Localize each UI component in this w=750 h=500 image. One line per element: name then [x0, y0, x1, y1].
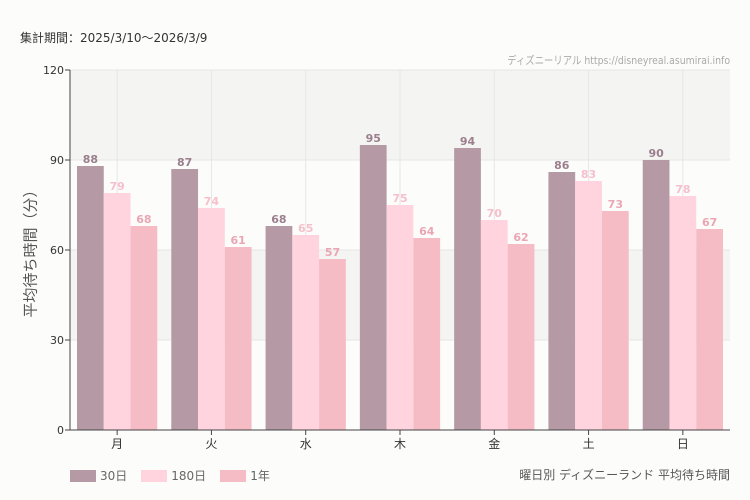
bar-1年 — [130, 226, 158, 430]
legend-item[interactable]: 180日 — [141, 467, 206, 484]
x-tick-label: 火 — [205, 437, 217, 451]
x-tick-label: 日 — [677, 437, 689, 451]
data-label: 70 — [487, 207, 503, 220]
data-label: 83 — [581, 168, 596, 181]
y-tick-label: 60 — [50, 244, 64, 257]
data-label: 74 — [204, 195, 220, 208]
bar-1年 — [224, 247, 252, 430]
data-label: 88 — [83, 153, 98, 166]
y-tick-label: 0 — [57, 424, 64, 437]
data-label: 73 — [608, 198, 623, 211]
data-label: 90 — [648, 147, 664, 160]
data-label: 94 — [460, 135, 476, 148]
bar-30日 — [265, 226, 293, 430]
legend-swatch — [141, 469, 168, 482]
bar-180日 — [103, 193, 131, 430]
x-tick-label: 月 — [111, 437, 123, 451]
data-label: 65 — [298, 222, 313, 235]
bar-180日 — [669, 196, 697, 430]
chart-title: 曜日別 ディズニーランド 平均待ち時間 — [519, 468, 730, 482]
data-label: 78 — [675, 183, 690, 196]
bar-180日 — [292, 235, 320, 430]
bar-30日 — [359, 145, 387, 430]
aggregation-period: 集計期間：2025/3/10〜2026/3/9 — [20, 31, 208, 45]
legend-item[interactable]: 1年 — [220, 467, 270, 484]
site-credit: ディズニーリアル https://disneyreal.asumirai.inf… — [507, 54, 730, 67]
bar-1年 — [601, 211, 629, 430]
x-tick-label: 金 — [488, 436, 500, 451]
legend-label: 1年 — [250, 469, 270, 483]
x-tick-label: 水 — [300, 437, 312, 451]
legend-swatch — [70, 469, 96, 482]
data-label: 68 — [136, 213, 151, 226]
data-label: 75 — [392, 192, 407, 205]
y-tick-label: 90 — [50, 154, 64, 167]
bar-180日 — [386, 205, 414, 430]
bar-30日 — [171, 169, 199, 430]
bar-30日 — [454, 148, 481, 430]
x-tick-label: 木 — [394, 437, 406, 451]
data-label: 57 — [325, 246, 340, 259]
data-label: 68 — [271, 213, 286, 226]
legend: 30日 180日 1年 — [70, 467, 270, 484]
legend-label: 180日 — [171, 469, 207, 483]
y-tick-label: 30 — [50, 334, 64, 347]
bar-30日 — [77, 166, 104, 430]
data-label: 79 — [109, 180, 124, 193]
bar-1年 — [507, 244, 535, 430]
bar-180日 — [198, 208, 225, 430]
legend-item[interactable]: 30日 — [70, 467, 127, 484]
bar-1年 — [696, 229, 723, 430]
data-label: 95 — [366, 132, 381, 145]
bar-1年 — [413, 238, 441, 430]
data-label: 86 — [554, 159, 570, 172]
legend-swatch — [220, 469, 247, 482]
legend-label: 30日 — [100, 469, 128, 483]
bar-1年 — [319, 259, 346, 430]
data-label: 67 — [702, 216, 717, 229]
data-label: 87 — [177, 156, 192, 169]
y-tick-label: 120 — [43, 64, 64, 77]
bar-30日 — [642, 160, 670, 430]
data-label: 61 — [231, 234, 246, 247]
data-label: 64 — [419, 225, 435, 238]
bar-180日 — [575, 181, 602, 430]
bar-180日 — [480, 220, 508, 430]
x-tick-label: 土 — [583, 437, 595, 451]
bar-30日 — [548, 172, 576, 430]
data-label: 62 — [513, 231, 528, 244]
